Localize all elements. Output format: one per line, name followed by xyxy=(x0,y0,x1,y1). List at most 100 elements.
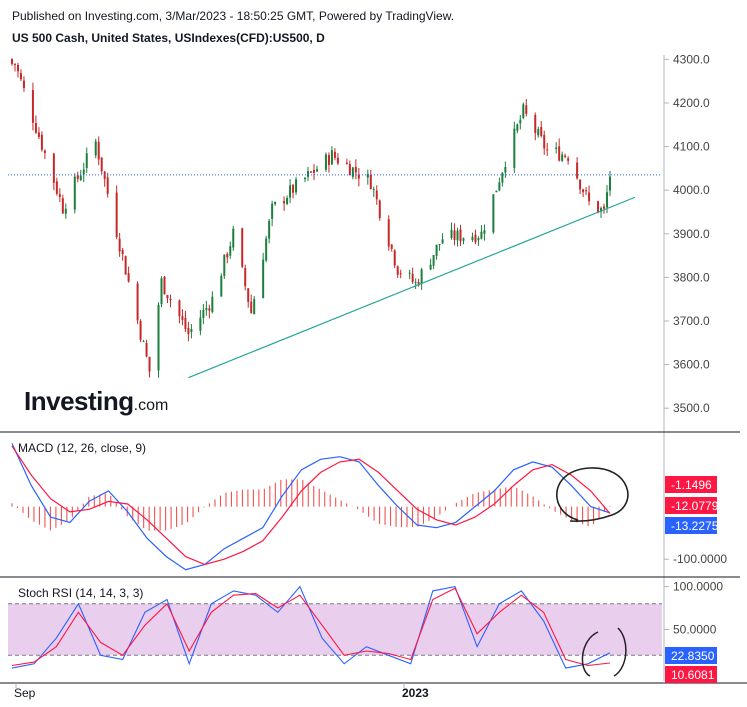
candle-body xyxy=(73,176,76,210)
candle-body xyxy=(160,278,163,305)
hand-drawn-bracket-left xyxy=(581,631,599,677)
candle-body xyxy=(274,201,277,205)
candle-body xyxy=(324,154,327,170)
candle xyxy=(513,121,516,174)
candle xyxy=(561,151,564,163)
candle-body xyxy=(106,177,109,194)
candle-body xyxy=(345,162,348,164)
candle-body xyxy=(603,206,606,209)
rsi-value-badge xyxy=(665,666,717,683)
candle xyxy=(226,252,229,264)
candle-body xyxy=(399,273,402,275)
candle-body xyxy=(202,309,205,319)
candle xyxy=(58,188,61,203)
candle-body xyxy=(262,259,265,299)
candle xyxy=(52,152,55,191)
candle-body xyxy=(606,192,609,208)
candle-body xyxy=(432,255,435,266)
candle xyxy=(567,156,570,165)
candle-body xyxy=(495,190,498,193)
macd-signal-line xyxy=(11,445,611,566)
candle xyxy=(390,243,393,252)
candle-body xyxy=(310,171,312,173)
support-trendline xyxy=(188,196,636,379)
candle xyxy=(181,309,184,326)
candle xyxy=(579,179,582,195)
candle-body xyxy=(393,250,396,266)
candle xyxy=(429,258,432,271)
candle-body xyxy=(31,89,34,123)
candle-body xyxy=(11,59,13,64)
candle-body xyxy=(247,288,250,302)
macd-value-badge xyxy=(665,497,717,514)
candle-body xyxy=(378,200,381,219)
candle-body xyxy=(351,167,354,177)
candle xyxy=(163,276,166,295)
candle xyxy=(504,161,507,178)
macd-value-badge xyxy=(665,517,717,534)
candle-body xyxy=(576,162,579,179)
time-axis-label: Sep xyxy=(14,686,36,700)
candle xyxy=(160,276,163,308)
candle xyxy=(372,186,375,198)
candle xyxy=(247,287,250,308)
candle xyxy=(333,148,336,161)
candle xyxy=(118,233,121,257)
candle xyxy=(393,249,396,269)
candle-body xyxy=(253,299,256,315)
candle xyxy=(202,303,205,325)
candle xyxy=(387,215,390,251)
candle-body xyxy=(582,189,585,193)
candle-body xyxy=(312,170,315,173)
candle xyxy=(477,236,480,246)
candle-body xyxy=(453,230,456,240)
rsi-value-text: 22.8350 xyxy=(671,649,715,663)
candle xyxy=(600,206,603,218)
candle-body xyxy=(558,146,561,161)
candle-body xyxy=(474,234,477,243)
candle xyxy=(142,339,145,343)
candle xyxy=(417,278,420,287)
macd-line xyxy=(11,443,611,571)
candle-body xyxy=(390,244,393,249)
candle xyxy=(312,164,315,181)
macd-value-badge xyxy=(665,476,717,493)
candle-body xyxy=(187,328,190,335)
candle-body xyxy=(307,171,310,177)
candle xyxy=(22,76,25,92)
candle xyxy=(205,300,208,316)
candle xyxy=(211,291,214,314)
candle-body xyxy=(211,296,214,313)
candle-body xyxy=(127,273,130,282)
candle xyxy=(199,309,202,336)
candle xyxy=(37,127,40,140)
candle xyxy=(148,356,151,378)
candle xyxy=(483,224,486,241)
candle-body xyxy=(336,157,339,164)
candle xyxy=(450,222,453,240)
candle xyxy=(274,201,277,206)
candle xyxy=(327,152,330,173)
candle xyxy=(537,126,540,138)
candle xyxy=(157,302,160,378)
candle-body xyxy=(420,269,423,285)
price-tick-label: 3500.0 xyxy=(673,401,710,415)
candle xyxy=(603,203,606,214)
candle-body xyxy=(366,173,369,178)
candle-body xyxy=(411,273,414,282)
candle xyxy=(375,185,378,205)
candle xyxy=(609,170,611,197)
candle-body xyxy=(220,275,223,297)
candle xyxy=(19,69,22,82)
symbol-title: US 500 Cash, United States, USIndexes(CF… xyxy=(12,31,325,45)
candle xyxy=(522,102,525,120)
candle-body xyxy=(369,174,372,190)
candle-body xyxy=(597,201,600,213)
candle-body xyxy=(519,119,522,124)
candle-body xyxy=(289,185,292,198)
candle-body xyxy=(417,282,420,286)
candle-body xyxy=(283,201,286,204)
rsi-axis-label: 100.0000 xyxy=(673,580,723,594)
candle-body xyxy=(304,177,307,180)
